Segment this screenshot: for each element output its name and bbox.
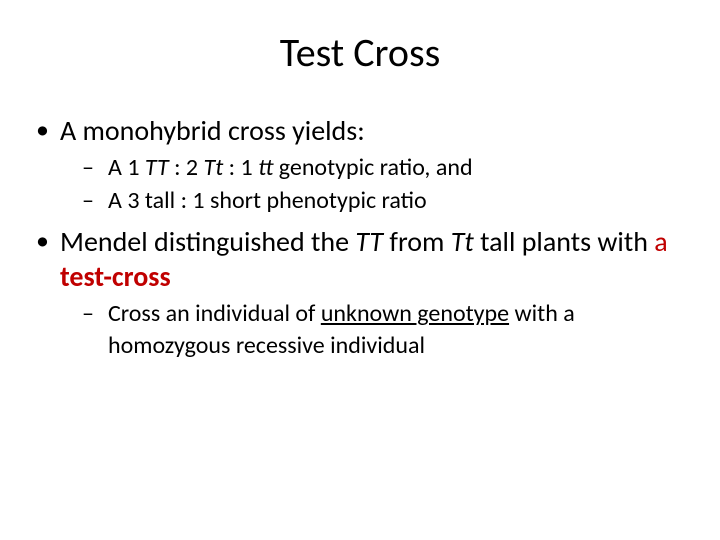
text-run: tt [258, 153, 273, 182]
bullet-list: A monohybrid cross yields: A 1 TT : 2 Tt … [30, 113, 690, 361]
text-run: Tt [451, 224, 474, 259]
text-run: TT [145, 153, 169, 182]
sub-bullet-list: A 1 TT : 2 Tt : 1 tt genotypic ratio, an… [60, 152, 690, 216]
text-run: genotypic ratio, and [273, 153, 472, 182]
text-run: Cross an individual of [108, 299, 321, 328]
text-run: TT [355, 224, 383, 259]
text-run: Mendel distinguished the [60, 224, 355, 259]
text-run: A 3 tall : 1 short phenotypic ratio [108, 186, 427, 215]
sub-bullet-item: Cross an individual of unknown genotype … [60, 298, 690, 360]
text-run: : 2 [169, 153, 204, 182]
text-run: a [654, 224, 667, 259]
text-run: test-cross [60, 259, 171, 294]
text-run: unknown genotype [321, 299, 509, 328]
text-run: Tt [204, 153, 224, 182]
text-run: A 1 [108, 153, 145, 182]
bullet-item: A monohybrid cross yields: A 1 TT : 2 Tt … [30, 113, 690, 216]
bullet-item: Mendel distinguished the TT from Tt tall… [30, 224, 690, 360]
slide-title: Test Cross [30, 28, 690, 77]
text-run: : 1 [223, 153, 258, 182]
text-run: from [383, 224, 451, 259]
text-run: tall plants with [474, 224, 654, 259]
text-run: A monohybrid cross yields: [60, 113, 365, 148]
sub-bullet-item: A 1 TT : 2 Tt : 1 tt genotypic ratio, an… [60, 152, 690, 183]
sub-bullet-list: Cross an individual of unknown genotype … [60, 298, 690, 360]
sub-bullet-item: A 3 tall : 1 short phenotypic ratio [60, 185, 690, 216]
